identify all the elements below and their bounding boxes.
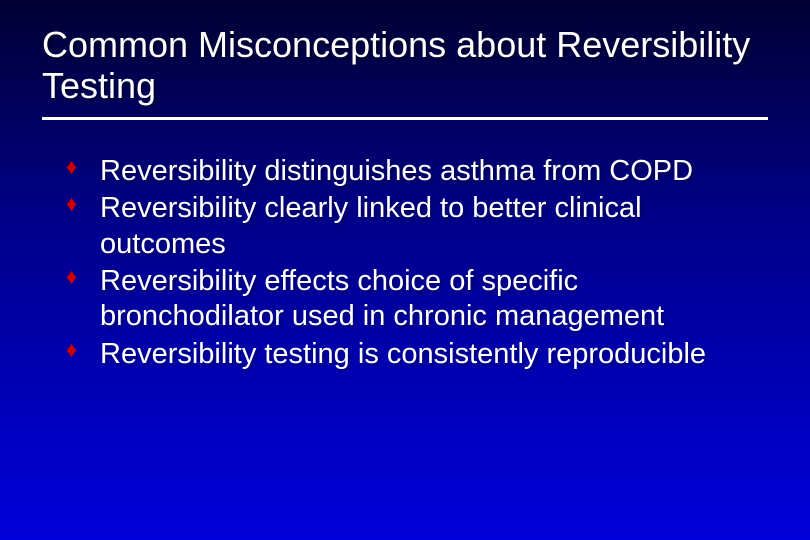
slide-title: Common Misconceptions about Reversibilit… <box>42 24 768 120</box>
bullet-item: Reversibility clearly linked to better c… <box>100 191 768 262</box>
bullet-item: Reversibility distinguishes asthma from … <box>100 154 768 189</box>
slide-container: Common Misconceptions about Reversibilit… <box>0 0 810 398</box>
bullet-item: Reversibility testing is consistently re… <box>100 337 768 372</box>
bullet-list: Reversibility distinguishes asthma from … <box>42 154 768 372</box>
bullet-item: Reversibility effects choice of specific… <box>100 264 768 335</box>
